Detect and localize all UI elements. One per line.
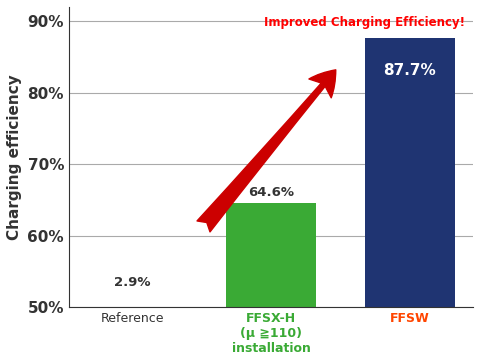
Bar (226, 203, 316, 307)
Bar (87, 307, 178, 362)
Text: 2.9%: 2.9% (114, 276, 151, 289)
Bar (365, 38, 455, 307)
Text: Improved Charging Efficiency!: Improved Charging Efficiency! (264, 16, 465, 29)
Text: 64.6%: 64.6% (248, 186, 294, 198)
Text: 87.7%: 87.7% (383, 63, 436, 78)
Y-axis label: Charging efficiency: Charging efficiency (7, 74, 22, 240)
